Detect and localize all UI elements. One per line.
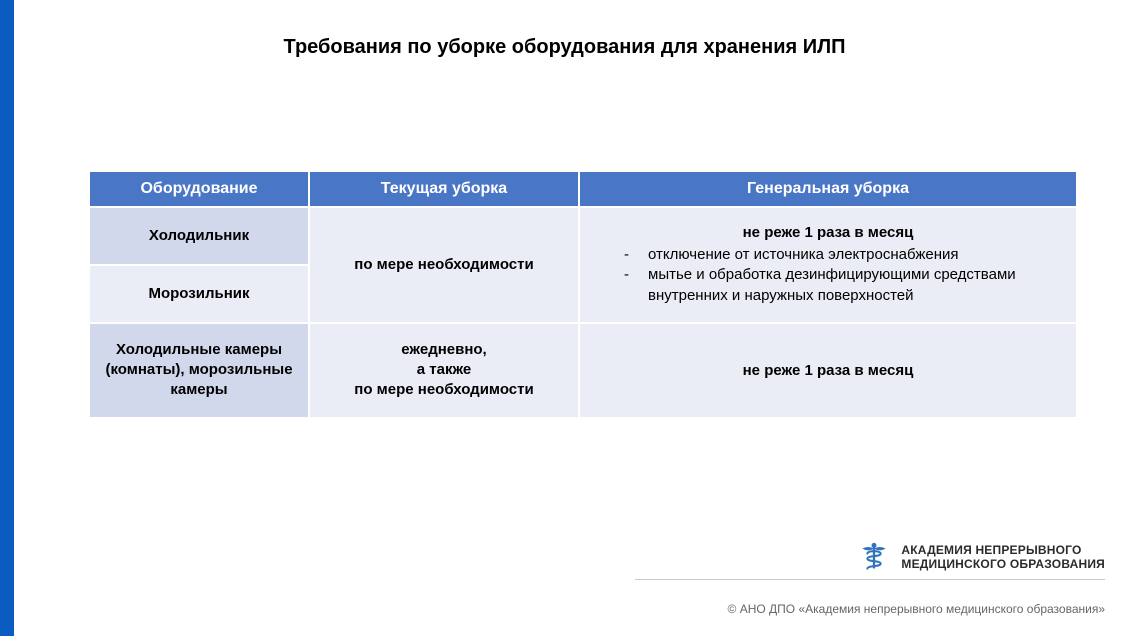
general-bullet: отключение от источника электроснабжения [624,245,1062,265]
cell-equipment: Холодильные камеры (комнаты), морозильны… [89,323,309,418]
general-bullet-list: отключение от источника электроснабжения… [594,245,1062,306]
col-header-current: Текущая уборка [309,171,579,207]
slide-title: Требования по уборке оборудования для хр… [0,36,1129,59]
requirements-table: Оборудование Текущая уборка Генеральная … [88,170,1078,419]
cell-current-merged: по мере необходимости [309,207,579,323]
caduceus-icon [857,542,891,572]
col-header-general: Генеральная уборка [579,171,1077,207]
table-row: Холодильник по мере необходимости не реж… [89,207,1077,265]
cell-equipment: Морозильник [89,265,309,323]
general-title: не реже 1 раза в месяц [594,224,1062,241]
table-header-row: Оборудование Текущая уборка Генеральная … [89,171,1077,207]
logo-block: АКАДЕМИЯ НЕПРЕРЫВНОГО МЕДИЦИНСКОГО ОБРАЗ… [857,542,1105,572]
cell-general-simple: не реже 1 раза в месяц [579,323,1077,418]
cell-equipment: Холодильник [89,207,309,265]
general-bullet: мытье и обработка дезинфицирующими средс… [624,265,1062,306]
slide: Требования по уборке оборудования для хр… [0,0,1129,636]
table-row: Холодильные камеры (комнаты), морозильны… [89,323,1077,418]
copyright-text: © АНО ДПО «Академия непрерывного медицин… [728,602,1105,616]
col-header-equipment: Оборудование [89,171,309,207]
accent-left-bar [0,0,14,636]
cell-current: ежедневно, а также по мере необходимости [309,323,579,418]
cell-general-detailed: не реже 1 раза в месяц отключение от ист… [579,207,1077,323]
footer-divider [635,579,1105,580]
logo-text: АКАДЕМИЯ НЕПРЕРЫВНОГО МЕДИЦИНСКОГО ОБРАЗ… [901,543,1105,572]
